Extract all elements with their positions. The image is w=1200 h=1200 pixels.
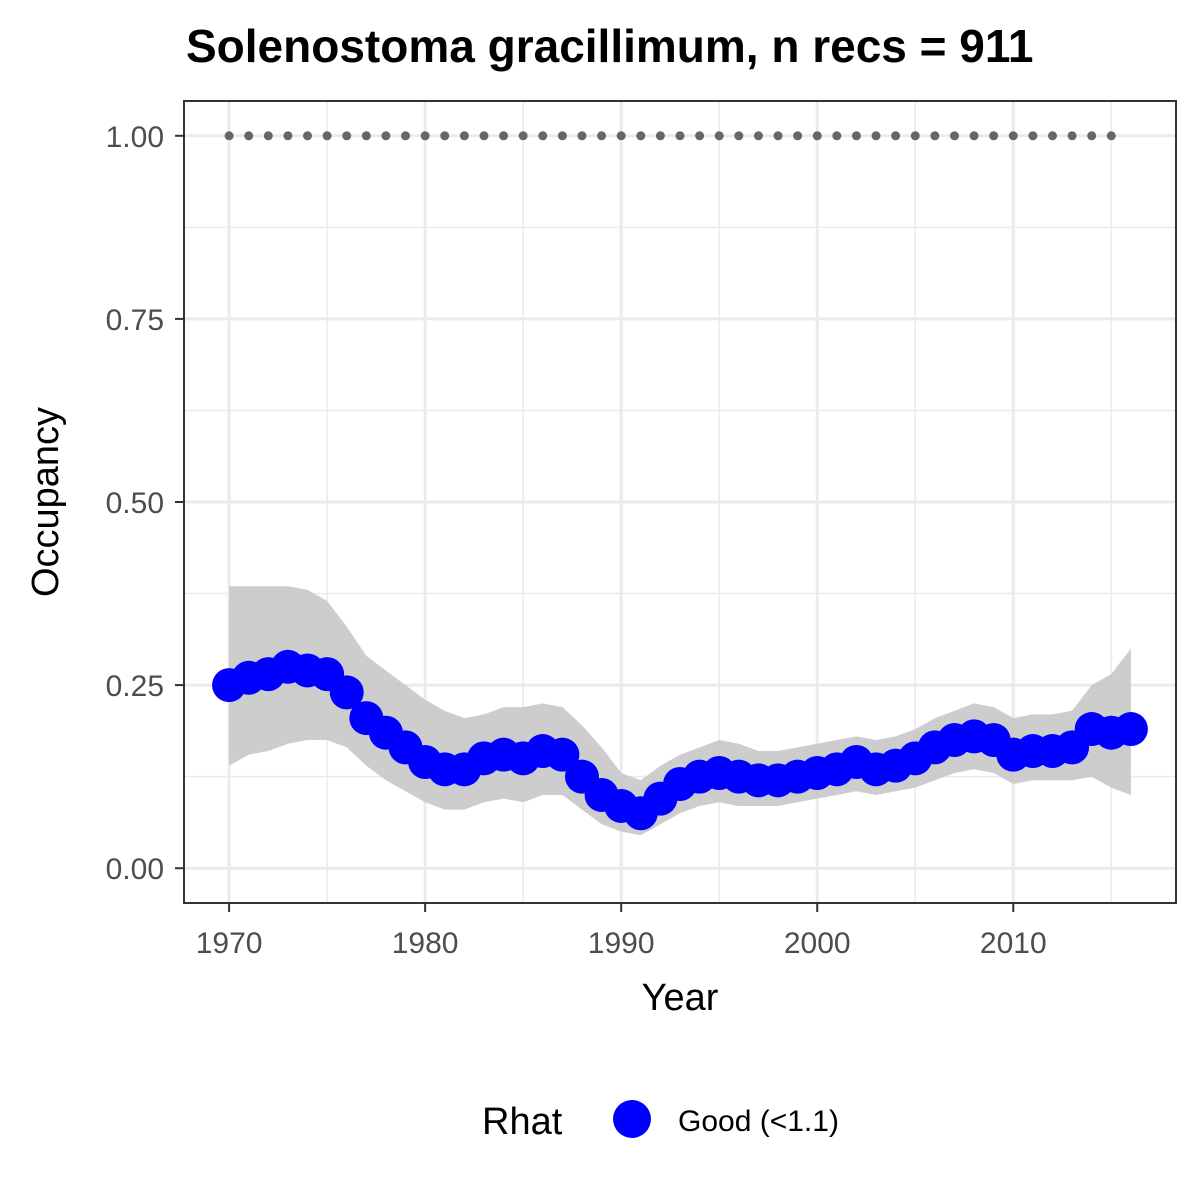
reference-point [518, 131, 528, 141]
reference-point [655, 131, 665, 141]
reference-point [949, 131, 959, 141]
reference-point [420, 131, 430, 141]
x-axis-title: Year [642, 977, 719, 1019]
reference-point [793, 131, 803, 141]
reference-point [499, 131, 509, 141]
reference-point [459, 131, 469, 141]
x-tick-label: 2010 [980, 927, 1047, 960]
reference-point [381, 131, 391, 141]
reference-point [342, 131, 352, 141]
reference-point [1047, 131, 1057, 141]
reference-point [597, 131, 607, 141]
reference-point [1008, 131, 1018, 141]
x-tick-label: 1970 [196, 927, 263, 960]
reference-point [479, 131, 489, 141]
mean-points-layer [212, 649, 1148, 831]
reference-point [773, 131, 783, 141]
reference-point [734, 131, 744, 141]
reference-point [224, 131, 234, 141]
reference-point [557, 131, 567, 141]
legend: Rhat Good (<1.1) [482, 1100, 839, 1143]
x-tick-label: 2000 [784, 927, 851, 960]
y-tick-label: 0.75 [106, 304, 164, 337]
reference-point [930, 131, 940, 141]
reference-point [263, 131, 273, 141]
reference-point [910, 131, 920, 141]
reference-point [538, 131, 548, 141]
occupancy-point [329, 675, 364, 710]
reference-point [401, 131, 411, 141]
reference-point [636, 131, 646, 141]
reference-points-layer [224, 131, 1116, 141]
legend-label-good: Good (<1.1) [678, 1105, 839, 1138]
legend-key-good [613, 1100, 651, 1138]
reference-point [969, 131, 979, 141]
reference-point [322, 131, 332, 141]
x-tick-label: 1990 [588, 927, 655, 960]
occupancy-point [1113, 712, 1148, 747]
x-axis: 1970 1980 1990 2000 2010 [196, 903, 1047, 960]
y-tick-label: 0.00 [106, 853, 164, 886]
chart-title: Solenostoma gracillimum, n recs = 911 [186, 20, 1034, 72]
x-tick-label: 1980 [392, 927, 459, 960]
reference-point [1028, 131, 1038, 141]
y-tick-label: 0.50 [106, 487, 164, 520]
reference-point [1087, 131, 1097, 141]
reference-point [361, 131, 371, 141]
y-tick-label: 1.00 [106, 121, 164, 154]
reference-point [753, 131, 763, 141]
reference-point [1106, 131, 1116, 141]
reference-point [989, 131, 999, 141]
y-tick-label: 0.25 [106, 670, 164, 703]
reference-point [244, 131, 254, 141]
y-axis-title: Occupancy [25, 407, 67, 597]
legend-title: Rhat [482, 1101, 563, 1143]
reference-point [714, 131, 724, 141]
reference-point [832, 131, 842, 141]
reference-point [303, 131, 313, 141]
reference-point [871, 131, 881, 141]
reference-point [812, 131, 822, 141]
reference-point [440, 131, 450, 141]
reference-point [283, 131, 293, 141]
reference-point [695, 131, 705, 141]
occupancy-point [545, 737, 580, 772]
reference-point [891, 131, 901, 141]
reference-point [675, 131, 685, 141]
reference-point [851, 131, 861, 141]
reference-point [616, 131, 626, 141]
reference-point [1067, 131, 1077, 141]
reference-point [577, 131, 587, 141]
y-axis: 0.00 0.25 0.50 0.75 1.00 [106, 121, 184, 886]
